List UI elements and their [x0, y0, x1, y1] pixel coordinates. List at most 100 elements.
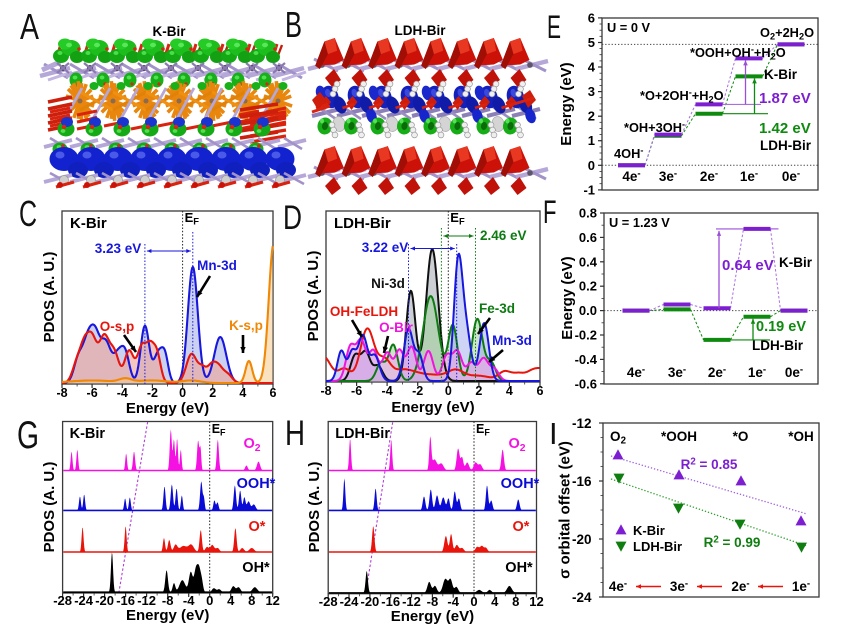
svg-text:-2: -2	[147, 386, 158, 400]
svg-text:0.2: 0.2	[579, 279, 597, 294]
svg-text:-16: -16	[116, 593, 135, 608]
svg-text:OH*: OH*	[242, 560, 270, 576]
svg-text:-20: -20	[95, 593, 114, 608]
svg-text:-0.4: -0.4	[575, 352, 598, 367]
svg-text:R2 = 0.85: R2 = 0.85	[681, 456, 738, 472]
svg-text:O*: O*	[249, 519, 266, 535]
svg-text:-4: -4	[117, 386, 128, 400]
svg-text:K-Bir: K-Bir	[70, 426, 106, 442]
svg-text:O2: O2	[610, 429, 626, 447]
svg-text:K-Bir: K-Bir	[153, 24, 187, 39]
svg-text:H: H	[285, 414, 305, 453]
svg-text:-8: -8	[320, 384, 331, 398]
svg-text:-28: -28	[53, 593, 72, 608]
svg-text:OH*: OH*	[505, 560, 533, 576]
svg-text:4: 4	[491, 594, 499, 609]
svg-text:-4: -4	[447, 594, 459, 609]
svg-text:4e-: 4e-	[627, 364, 645, 380]
svg-text:LDH-Bir: LDH-Bir	[335, 426, 390, 442]
svg-text:3.23 eV: 3.23 eV	[95, 241, 142, 256]
svg-text:4: 4	[506, 384, 513, 398]
svg-text:Energy (eV): Energy (eV)	[391, 608, 474, 625]
svg-text:E: E	[547, 9, 561, 45]
svg-text:-4: -4	[183, 593, 195, 608]
svg-text:1: 1	[588, 133, 595, 148]
svg-text:PDOS (A. U.): PDOS (A. U.)	[41, 462, 58, 553]
svg-text:-28: -28	[319, 594, 338, 609]
svg-text:D: D	[283, 199, 302, 237]
svg-text:-0.6: -0.6	[575, 376, 597, 391]
svg-text:1e-: 1e-	[792, 578, 810, 594]
svg-text:1e-: 1e-	[740, 168, 758, 184]
svg-text:Energy (eV): Energy (eV)	[391, 399, 474, 416]
svg-text:-4: -4	[382, 384, 393, 398]
svg-text:K-Bir: K-Bir	[779, 255, 813, 270]
svg-text:Mn-3d: Mn-3d	[197, 258, 237, 273]
svg-text:O2: O2	[508, 436, 525, 454]
svg-text:4OH-: 4OH-	[614, 146, 643, 161]
svg-text:2: 2	[209, 386, 216, 400]
svg-text:G: G	[17, 414, 39, 457]
svg-text:4e-: 4e-	[609, 578, 627, 594]
svg-text:-8: -8	[427, 594, 439, 609]
svg-text:4: 4	[239, 386, 246, 400]
svg-text:-12: -12	[402, 594, 421, 609]
svg-text:3.22 eV: 3.22 eV	[362, 240, 409, 255]
svg-text:12: 12	[265, 593, 279, 608]
svg-text:Energy (eV): Energy (eV)	[126, 400, 209, 417]
svg-text:2: 2	[588, 109, 595, 124]
svg-text:8: 8	[512, 594, 519, 609]
svg-text:-2: -2	[412, 384, 423, 398]
svg-text:0: 0	[179, 386, 186, 400]
svg-text:0.19 eV: 0.19 eV	[756, 319, 806, 335]
svg-text:0.4: 0.4	[579, 254, 598, 269]
svg-text:2e-: 2e-	[700, 168, 718, 184]
svg-text:-16: -16	[381, 594, 400, 609]
svg-text:LDH-Bir: LDH-Bir	[752, 338, 804, 353]
svg-text:-12: -12	[137, 593, 156, 608]
svg-text:A: A	[20, 6, 39, 47]
svg-text:0e-: 0e-	[785, 364, 803, 380]
svg-text:6: 6	[588, 10, 595, 25]
svg-text:5: 5	[588, 35, 595, 50]
svg-text:8: 8	[248, 593, 255, 608]
svg-text:0.0: 0.0	[579, 303, 597, 318]
svg-text:0.8: 0.8	[579, 206, 597, 221]
svg-text:R2 = 0.99: R2 = 0.99	[704, 534, 761, 550]
svg-text:4: 4	[227, 593, 235, 608]
svg-text:*OH+3OH-: *OH+3OH-	[624, 120, 685, 135]
svg-text:Energy (eV): Energy (eV)	[559, 256, 576, 339]
svg-text:-12: -12	[572, 416, 592, 431]
svg-text:PDOS (A. U.): PDOS (A. U.)	[306, 462, 323, 553]
svg-text:-24: -24	[572, 590, 592, 605]
svg-text:Mn-3d: Mn-3d	[492, 333, 532, 348]
svg-text:σ orbital offset (eV): σ orbital offset (eV)	[557, 441, 574, 579]
svg-text:-8: -8	[56, 386, 67, 400]
svg-text:0e-: 0e-	[782, 168, 800, 184]
svg-text:OH-FeLDH: OH-FeLDH	[330, 304, 398, 319]
svg-text:PDOS (A. U.): PDOS (A. U.)	[305, 251, 322, 342]
svg-text:Energy (eV): Energy (eV)	[126, 607, 209, 624]
svg-text:0: 0	[206, 593, 213, 608]
svg-text:*O+2OH-+H2O: *O+2OH-+H2O	[640, 88, 724, 105]
svg-text:-1: -1	[583, 182, 595, 197]
svg-text:U = 1.23 V: U = 1.23 V	[609, 215, 670, 230]
svg-text:-6: -6	[87, 386, 98, 400]
svg-text:1.42 eV: 1.42 eV	[759, 120, 811, 137]
svg-text:3: 3	[588, 84, 595, 99]
svg-text:B: B	[285, 4, 302, 45]
svg-text:*O: *O	[733, 429, 749, 444]
svg-text:-6: -6	[351, 384, 362, 398]
svg-text:-24: -24	[340, 594, 360, 609]
svg-text:Fe-3d: Fe-3d	[479, 301, 515, 316]
svg-text:1.87 eV: 1.87 eV	[759, 90, 811, 107]
svg-text:0: 0	[588, 158, 595, 173]
svg-text:0: 0	[470, 594, 477, 609]
svg-text:2e-: 2e-	[731, 578, 749, 594]
svg-text:4: 4	[588, 60, 596, 75]
svg-text:6: 6	[537, 384, 544, 398]
svg-text:Energy (eV): Energy (eV)	[558, 62, 575, 145]
svg-text:Ni-3d: Ni-3d	[371, 276, 405, 291]
svg-text:2e-: 2e-	[708, 364, 726, 380]
svg-text:*OOH: *OOH	[661, 429, 697, 444]
